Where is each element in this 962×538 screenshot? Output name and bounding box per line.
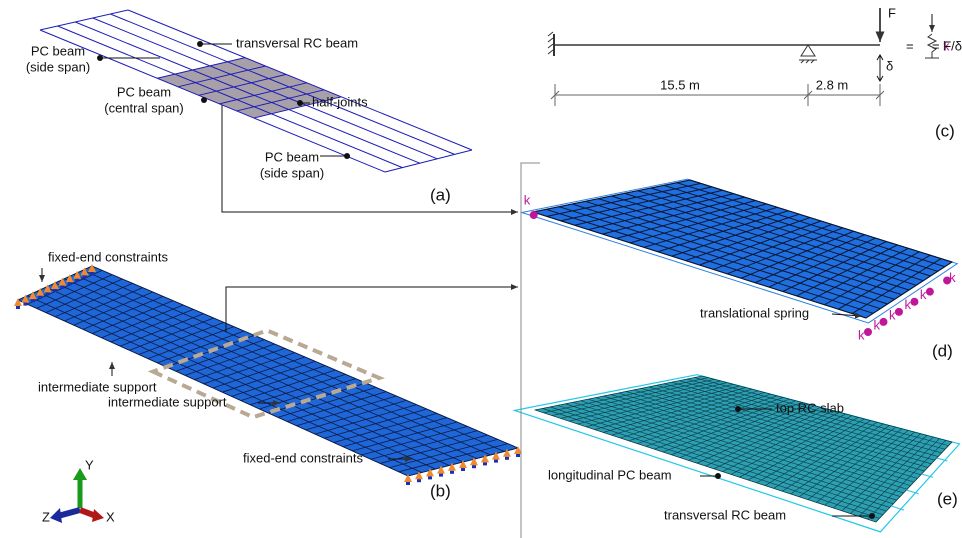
spring — [879, 318, 887, 326]
constraint — [68, 282, 72, 285]
static-scheme — [548, 8, 939, 106]
equals: = — [906, 38, 914, 53]
constraint — [23, 303, 27, 306]
displacement-label: δ — [886, 58, 893, 73]
callout: transversal RC beam — [236, 35, 358, 50]
spring-symbol: k — [889, 307, 896, 322]
bracket — [521, 163, 540, 538]
mesh-line — [46, 287, 450, 465]
spring-symbol: k — [949, 270, 956, 285]
spring — [910, 298, 918, 306]
constraint — [439, 474, 443, 477]
callout: PC beam — [265, 149, 319, 164]
constraint — [53, 289, 57, 292]
mesh-line — [74, 275, 491, 456]
spring — [864, 328, 872, 336]
axis-label: Z — [42, 509, 50, 524]
callout: intermediate support — [38, 379, 157, 394]
spring-symbol: k — [524, 192, 531, 207]
spring — [926, 288, 934, 296]
constraint — [428, 476, 432, 479]
callout: PC beam — [117, 84, 171, 99]
callout: transversal RC beam — [664, 507, 786, 522]
constraint — [406, 482, 410, 485]
callout: longitudinal PC beam — [548, 467, 672, 482]
constraint — [75, 279, 79, 282]
mesh-line — [385, 150, 472, 172]
callout: half-joints — [312, 94, 368, 109]
constraint — [483, 462, 487, 465]
callout: translational spring — [700, 305, 809, 320]
force-label: F — [888, 5, 896, 20]
constraint — [450, 471, 454, 474]
constraint — [90, 272, 94, 275]
axis-label: Y — [85, 457, 94, 472]
callout: (side span) — [26, 59, 90, 74]
spring-symbol: k — [873, 317, 880, 332]
constraint — [16, 306, 20, 309]
deck — [18, 266, 518, 476]
constraint — [516, 454, 520, 457]
panel-label: (c) — [935, 121, 955, 140]
panel-label: (e) — [937, 489, 958, 508]
constraint — [472, 465, 476, 468]
panel-label: (b) — [430, 481, 451, 500]
constraint — [38, 296, 42, 299]
spring — [530, 211, 538, 219]
callout: fixed-end constraints — [243, 450, 363, 465]
spring — [895, 308, 903, 316]
dimension: 2.8 m — [816, 77, 849, 92]
constraint — [60, 286, 64, 289]
spring-symbol: k — [904, 297, 911, 312]
spring-symbol: k — [920, 287, 927, 302]
callout: PC beam — [31, 43, 85, 58]
constraint — [31, 299, 35, 302]
dimension: 15.5 m — [660, 77, 700, 92]
figure: PC beam (side span) transversal RC beam … — [0, 0, 962, 538]
stiffness-formula: = F/δ — [932, 38, 962, 53]
constraint — [494, 460, 498, 463]
constraint — [505, 457, 509, 460]
callout: top RC slab — [776, 400, 844, 415]
connector — [226, 287, 518, 332]
constraint — [461, 468, 465, 471]
mesh-line — [55, 283, 463, 462]
axis-label: X — [106, 509, 115, 524]
callout: (central span) — [104, 100, 183, 115]
callout: (side span) — [260, 165, 324, 180]
callout: intermediate support — [108, 394, 227, 409]
constraint — [46, 292, 50, 295]
panel-label: (a) — [430, 185, 451, 204]
spring-symbol: k — [858, 327, 865, 342]
constraint — [417, 479, 421, 482]
panel-label: (d) — [932, 341, 953, 360]
callout: fixed-end constraints — [48, 249, 168, 264]
constraint — [83, 275, 87, 278]
mesh-line — [64, 279, 477, 459]
